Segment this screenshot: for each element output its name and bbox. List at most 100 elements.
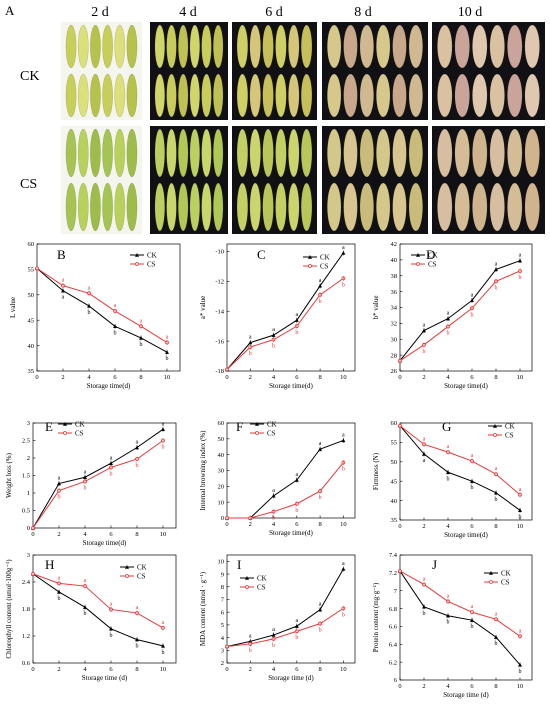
- soybean-pod: [376, 128, 391, 178]
- y-tick-label: -10: [215, 249, 224, 256]
- y-axis-title: Chlorophyll content (umol·100g⁻¹): [5, 559, 13, 659]
- x-tick-label: 4: [87, 374, 91, 381]
- significance-label: a: [471, 292, 474, 298]
- significance-label: a: [295, 312, 298, 318]
- soybean-pod: [275, 128, 287, 178]
- legend-label-cs: CS: [137, 573, 146, 581]
- x-tick-label: 2: [249, 374, 252, 381]
- soybean-pod: [408, 182, 423, 232]
- series-line-cs: [399, 270, 521, 362]
- x-tick-label: 0: [398, 683, 401, 690]
- y-tick-label: 9: [221, 571, 224, 578]
- legend-label-ck: CK: [505, 423, 515, 431]
- significance-label: a: [114, 303, 117, 309]
- y-tick-label: -16: [215, 338, 224, 345]
- soybean-pod: [343, 128, 358, 178]
- y-axis-title: a* value: [199, 296, 207, 320]
- significance-label: a: [495, 261, 498, 267]
- x-tick-label: 4: [446, 523, 450, 530]
- x-tick-label: 10: [517, 523, 524, 530]
- significance-label: b: [319, 628, 322, 634]
- x-tick-label: 8: [318, 666, 321, 673]
- plot-frame: [226, 422, 356, 519]
- y-tick-label: 40: [391, 498, 398, 505]
- x-tick-label: 0: [225, 374, 228, 381]
- soybean-pod: [126, 182, 138, 232]
- series-line-ck: [227, 439, 344, 519]
- x-tick-label: 2: [422, 523, 425, 530]
- soybean-pod: [166, 128, 177, 178]
- significance-label: a: [423, 458, 426, 464]
- legend-marker-ck: [245, 576, 249, 580]
- series-line-ck: [226, 252, 344, 370]
- x-tick-label: 8: [494, 683, 497, 690]
- soybean-pod: [392, 73, 407, 118]
- y-tick-label: 35: [28, 368, 35, 375]
- day-label-8: 8 d: [354, 5, 372, 20]
- legend-label-ck: CK: [147, 252, 157, 260]
- soybean-pod: [376, 24, 391, 69]
- soybean-pod: [213, 24, 224, 69]
- significance-label: a: [84, 578, 87, 584]
- x-tick-label: 4: [272, 521, 276, 528]
- soybean-pod: [213, 182, 224, 232]
- x-tick-label: 6: [470, 374, 474, 381]
- significance-label: a: [319, 441, 322, 447]
- y-tick-label: 0.5: [22, 508, 30, 515]
- x-tick-label: 6: [295, 374, 299, 381]
- legend-marker-cs: [308, 264, 312, 268]
- soybean-pod: [507, 182, 523, 232]
- x-tick-label: 0: [225, 666, 228, 673]
- soybean-pod: [489, 128, 505, 178]
- soybean-pod: [65, 128, 77, 178]
- y-tick-label: 6.2: [389, 659, 397, 666]
- legend-marker-ck: [416, 253, 420, 257]
- x-axis-title: Storage time (d): [443, 691, 489, 699]
- x-axis-title: Storage time(d): [269, 529, 313, 537]
- day-label-10: 10 d: [458, 5, 483, 20]
- series-line-cs: [36, 267, 168, 343]
- soybean-pod: [288, 24, 300, 69]
- series-line-ck: [226, 568, 344, 647]
- significance-label: b: [84, 611, 87, 617]
- soybean-pod: [213, 73, 224, 118]
- soybean-pod: [77, 73, 89, 118]
- y-tick-label: 0: [27, 525, 30, 532]
- legend-marker-cs: [416, 262, 420, 266]
- significance-label: b: [519, 669, 522, 675]
- soybean-pod: [90, 73, 101, 118]
- soybean-pod: [392, 182, 407, 232]
- x-tick-label: 8: [494, 374, 497, 381]
- x-tick-label: 4: [83, 531, 87, 538]
- y-tick-label: 2.4: [22, 579, 31, 586]
- significance-label: a: [110, 455, 113, 461]
- soybean-pod: [114, 128, 126, 178]
- series-line-cs: [226, 277, 344, 370]
- soybean-pod: [489, 182, 505, 232]
- series-line-cs: [399, 570, 521, 637]
- group-label-ck: CK: [20, 69, 39, 84]
- soybean-pod: [392, 24, 407, 69]
- soybean-pod: [166, 73, 177, 118]
- significance-label: a: [88, 285, 91, 291]
- soybean-pod: [166, 182, 177, 232]
- legend-label-cs: CS: [501, 579, 510, 587]
- y-tick-label: 2.5: [22, 438, 30, 445]
- y-tick-label: 40: [28, 343, 35, 350]
- y-tick-label: 50: [28, 292, 35, 299]
- y-tick-label: 45: [28, 317, 35, 324]
- soybean-pod: [154, 182, 165, 232]
- legend-marker-ck: [308, 255, 312, 259]
- x-tick-label: 8: [318, 521, 321, 528]
- legend-label-cs: CS: [267, 430, 276, 438]
- soybean-pod: [77, 182, 89, 232]
- y-tick-label: 2: [221, 660, 224, 667]
- panel-label-G: G: [442, 419, 451, 434]
- significance-label: a: [342, 245, 345, 251]
- series-line-ck: [36, 268, 168, 353]
- y-tick-label: 38: [391, 273, 398, 280]
- plot-frame: [226, 554, 356, 664]
- legend-label-cs: CS: [505, 432, 514, 440]
